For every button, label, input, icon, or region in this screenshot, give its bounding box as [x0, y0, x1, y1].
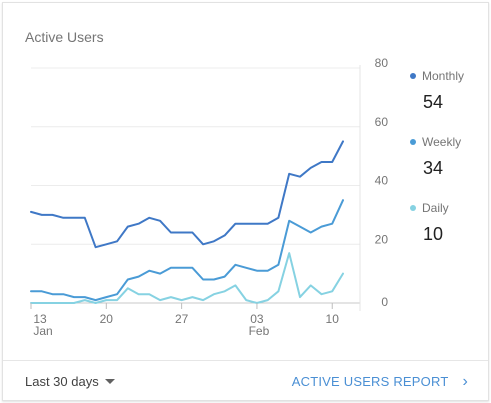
y-tick-label: 40 — [375, 174, 389, 188]
x-tick-month: Jan — [33, 324, 52, 338]
card-title: Active Users — [25, 29, 104, 45]
series-line-monthly — [30, 140, 344, 249]
y-tick-label: 20 — [375, 232, 389, 246]
legend-label-weekly: Weekly — [422, 135, 462, 149]
daily-dot-icon — [410, 205, 416, 211]
card-footer: Last 30 days ACTIVE USERS REPORT › — [3, 360, 488, 401]
legend-label-monthly: Monthly — [422, 69, 465, 83]
legend-value-monthly: 54 — [423, 92, 444, 112]
active-users-report-link[interactable]: ACTIVE USERS REPORT › — [291, 372, 468, 390]
date-range-label: Last 30 days — [25, 374, 99, 389]
date-range-dropdown[interactable]: Last 30 days — [25, 374, 115, 389]
legend-daily: Daily 10 — [410, 201, 449, 245]
x-tick-day: 27 — [175, 312, 189, 326]
x-tick-day: 13 — [33, 312, 47, 326]
series-line-daily — [30, 252, 344, 304]
x-tick-day: 03 — [250, 312, 264, 326]
legend-monthly: Monthly 54 — [410, 69, 464, 113]
legend-label-daily: Daily — [422, 201, 449, 215]
x-tick-month: Feb — [249, 324, 270, 338]
chevron-right-icon: › — [462, 372, 468, 390]
legend-value-weekly: 34 — [423, 158, 444, 178]
x-tick-day: 10 — [326, 312, 340, 326]
y-tick-label: 0 — [381, 295, 388, 309]
caret-down-icon — [104, 379, 115, 384]
report-link-label: ACTIVE USERS REPORT — [291, 374, 449, 389]
legend-value-daily: 10 — [423, 224, 444, 244]
legend-weekly: Weekly 34 — [410, 135, 461, 179]
y-tick-label: 60 — [375, 115, 389, 129]
weekly-dot-icon — [410, 139, 416, 145]
y-tick-label: 80 — [375, 56, 389, 70]
x-tick-day: 20 — [100, 312, 114, 326]
monthly-dot-icon — [410, 73, 416, 79]
series-line-weekly — [30, 199, 344, 302]
